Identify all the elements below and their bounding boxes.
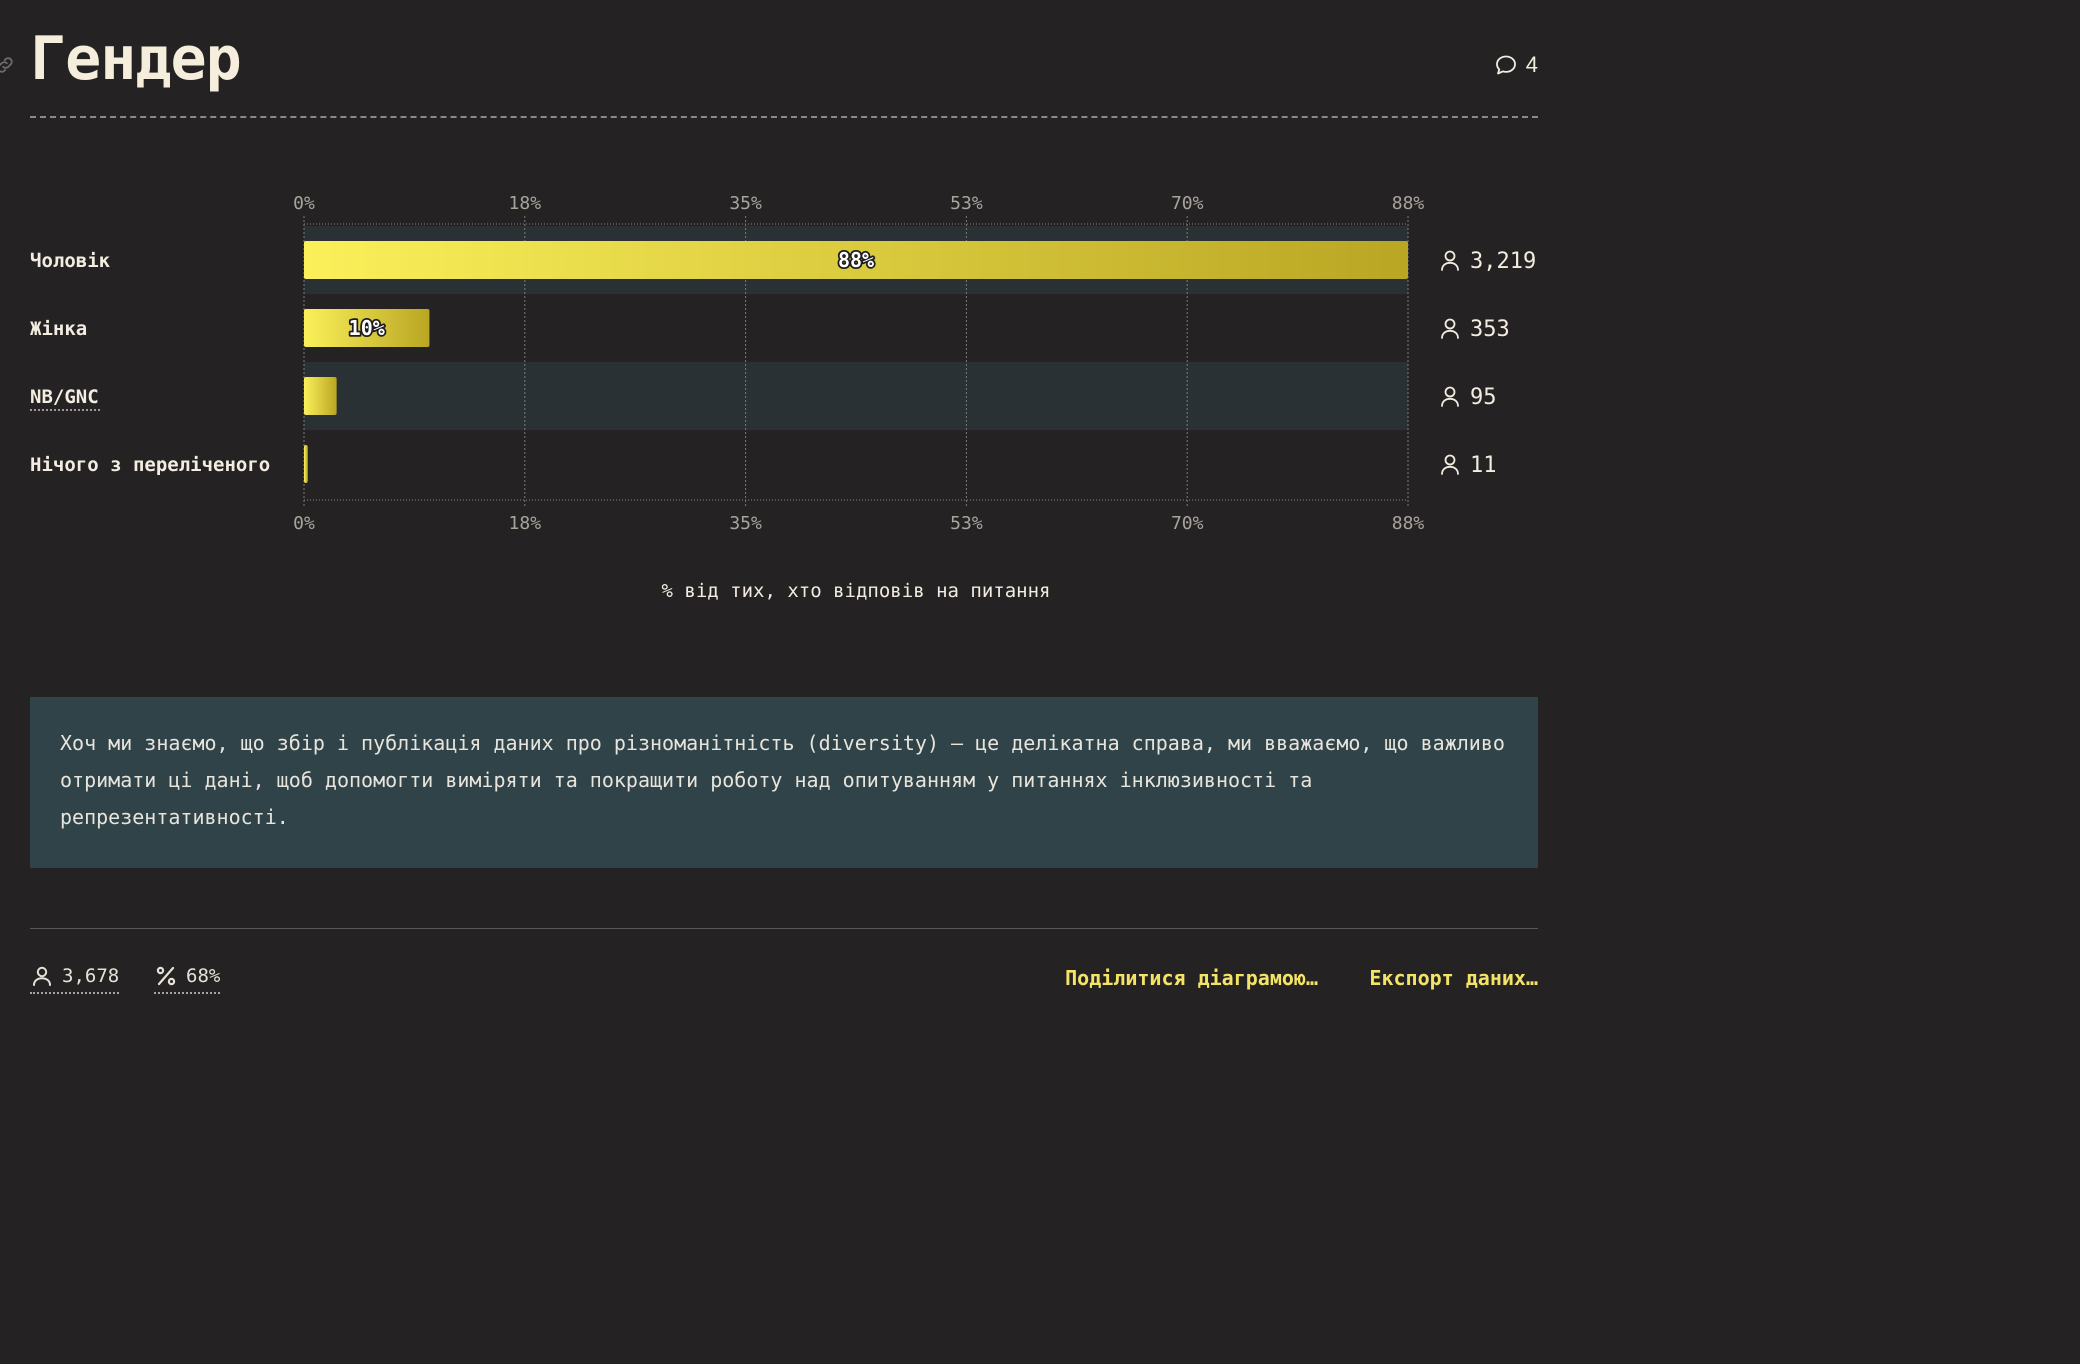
respondent-count: 3,219 [1470,249,1536,274]
response-rate-value: 68% [186,965,221,987]
header-divider [30,116,1538,118]
respondents-count[interactable]: 3,678 [30,964,120,994]
person-icon [1444,250,1456,262]
category-label: NB/GNC [30,386,99,408]
bar-data-label: 10% [349,316,385,340]
person-icon-body [1441,465,1459,475]
category-label: Жінка [30,318,87,340]
respondent-count: 353 [1470,317,1510,342]
category-label: Чоловік [30,250,111,272]
x-tick-label-top: 0% [293,193,315,214]
row-stripe [304,362,1408,430]
person-icon [1444,454,1456,466]
x-tick-label-top: 88% [1392,193,1425,214]
comment-count: 4 [1525,52,1538,77]
page: Гендер 4 0% 0% 18% 18% 35% 35% 53% 53% 70% 70% 88%… [0,24,1538,994]
x-tick-label-top: 70% [1171,193,1204,214]
person-icon-body [1441,329,1459,339]
gender-bar-chart: 0% 0% 18% 18% 35% 35% 53% 53% 70% 70% 88% 88% Чолові… [30,193,1536,602]
x-tick-label-bottom: 35% [729,513,762,534]
respondent-count: 11 [1470,453,1497,478]
person-icon [1444,318,1456,330]
percent-icon [156,966,176,986]
person-icon [1444,386,1456,398]
page-title: Гендер [30,24,242,94]
bar [304,241,1408,279]
respondent-count: 95 [1470,385,1497,410]
x-tick-label-bottom: 18% [509,513,542,534]
category-label: Нічого з переліченого [30,454,270,476]
bar-data-label: 88% [838,248,874,272]
bar [304,377,337,415]
footer-divider [30,928,1538,929]
x-axis-label: % від тих, хто відповів на питання [662,580,1051,602]
diversity-note: Хоч ми знаємо, що збір і публікація дани… [30,697,1538,868]
x-tick-label-bottom: 70% [1171,513,1204,534]
bar [304,445,308,483]
link-icon[interactable] [0,54,16,76]
export-data-button[interactable]: Експорт даних… [1369,966,1538,990]
person-icon-body [1441,397,1459,407]
x-tick-label-top: 18% [509,193,542,214]
speech-bubble-icon [1495,55,1516,75]
x-tick-label-top: 35% [729,193,762,214]
response-rate[interactable]: 68% [154,964,221,994]
x-tick-label-bottom: 53% [950,513,983,534]
x-tick-label-top: 53% [950,193,983,214]
person-icon-body [1441,261,1459,271]
x-tick-label-bottom: 0% [293,513,315,534]
x-tick-label-bottom: 88% [1392,513,1425,534]
share-chart-button[interactable]: Поділитися діаграмою… [1065,966,1318,990]
bar [304,309,430,347]
comments-button[interactable]: 4 [1494,52,1538,78]
respondents-value: 3,678 [62,965,120,987]
person-icon [33,966,51,986]
